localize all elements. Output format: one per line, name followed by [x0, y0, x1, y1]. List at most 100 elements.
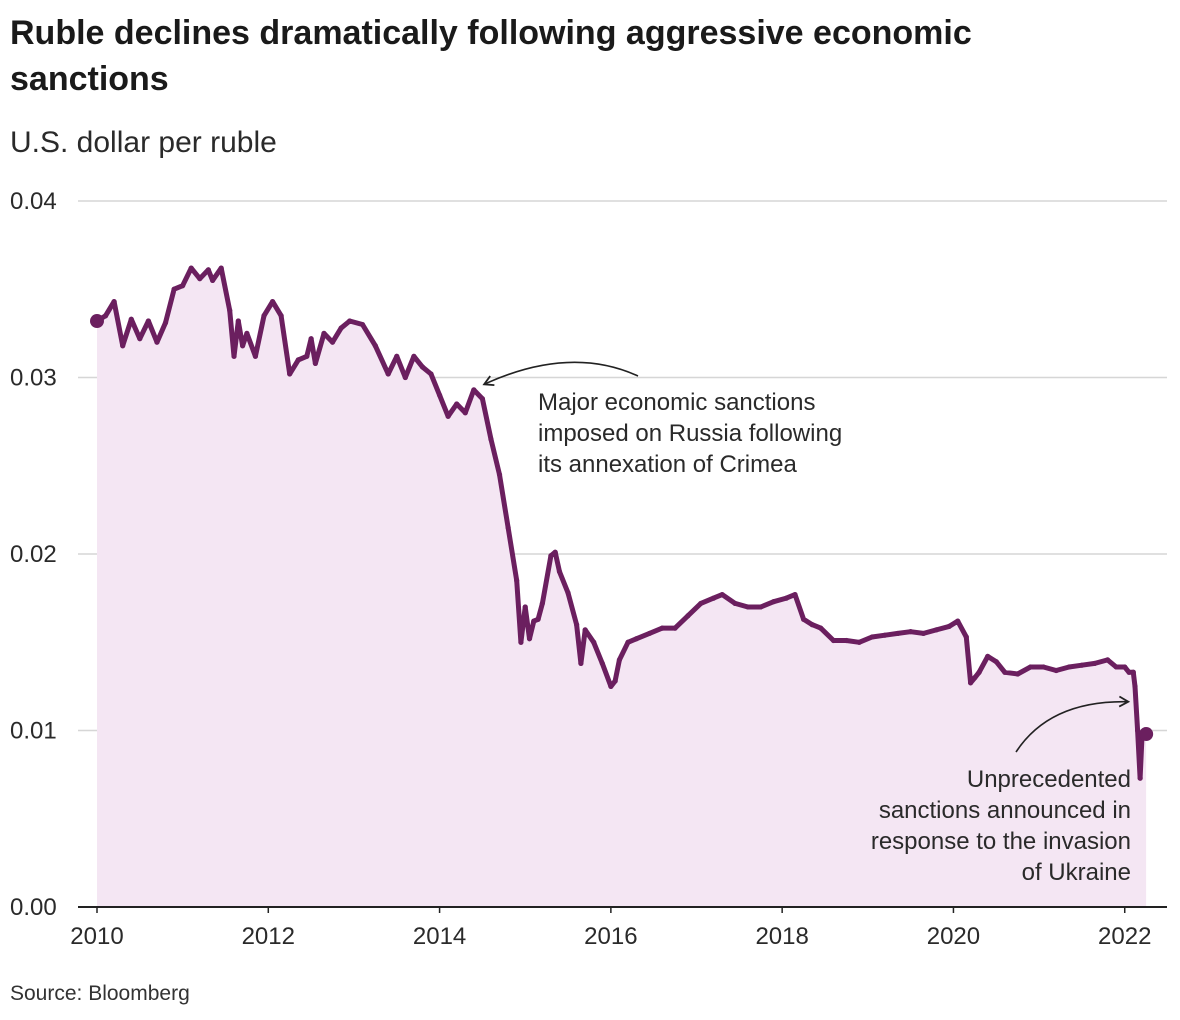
data-point — [993, 659, 999, 665]
line-layer — [90, 265, 1154, 781]
annotation-layer: Major economic sanctions imposed on Russi… — [482, 361, 1131, 886]
data-point — [633, 636, 640, 642]
data-point — [514, 577, 520, 584]
data-point — [180, 283, 186, 289]
data-point — [1066, 664, 1072, 670]
annotation-text-crimea: its annexation of Crimea — [538, 451, 797, 478]
chart-title: Ruble declines dramatically following ag… — [10, 14, 972, 98]
data-point — [1079, 662, 1085, 668]
data-point — [659, 625, 665, 631]
data-point — [338, 325, 344, 331]
data-point — [304, 353, 310, 359]
data-point — [137, 336, 143, 342]
data-point — [556, 569, 563, 575]
data-point — [531, 618, 537, 624]
data-point — [120, 343, 126, 349]
data-point — [227, 307, 233, 314]
area-fill — [97, 268, 1147, 908]
data-point — [985, 653, 991, 659]
data-point — [972, 674, 978, 681]
data-point — [616, 657, 623, 663]
data-point — [719, 591, 725, 598]
data-point — [783, 595, 790, 601]
x-tick-label: 2012 — [242, 923, 295, 950]
data-point — [1092, 660, 1098, 667]
data-point — [770, 599, 777, 605]
data-point — [235, 318, 241, 324]
data-point — [295, 357, 301, 363]
data-point — [329, 339, 336, 345]
annotation-text-ukraine: of Ukraine — [1022, 859, 1131, 886]
data-point — [312, 360, 318, 366]
data-point — [205, 267, 211, 273]
data-point — [608, 683, 614, 689]
annotation-text-ukraine: response to the invasion — [871, 828, 1131, 855]
data-point — [1027, 664, 1034, 670]
data-point — [505, 524, 511, 531]
data-point — [145, 318, 151, 324]
x-tick-label: 2016 — [584, 923, 637, 950]
data-point — [1134, 727, 1141, 734]
x-tick-label: 2010 — [70, 923, 123, 950]
data-point — [539, 600, 545, 607]
data-point — [471, 387, 477, 393]
data-point — [612, 678, 618, 684]
data-point — [462, 410, 468, 416]
data-point — [454, 401, 460, 407]
data-point — [488, 436, 494, 442]
data-point — [411, 353, 417, 359]
data-point — [252, 353, 259, 359]
annotation-text-crimea: imposed on Russia following — [538, 420, 842, 447]
data-point — [1053, 667, 1059, 674]
y-tick-label: 0.01 — [10, 718, 57, 745]
data-point — [574, 622, 580, 628]
data-point — [372, 343, 378, 349]
data-point — [261, 313, 267, 319]
data-point — [111, 299, 117, 305]
data-point — [1130, 669, 1136, 675]
data-point — [1002, 669, 1008, 675]
data-point — [599, 660, 605, 667]
data-point — [244, 330, 250, 336]
data-point — [518, 639, 524, 645]
chart-subtitle: U.S. dollar per ruble — [10, 126, 277, 159]
y-tick-label: 0.03 — [10, 365, 57, 392]
data-point — [278, 313, 284, 319]
data-point — [800, 616, 807, 622]
data-point — [1122, 664, 1128, 670]
data-point — [758, 604, 764, 610]
data-point — [394, 353, 400, 359]
data-point — [526, 636, 533, 642]
data-point — [933, 627, 939, 633]
data-point — [869, 634, 875, 640]
data-point — [218, 265, 224, 271]
data-point — [1105, 657, 1111, 663]
x-tick-label: 2020 — [927, 923, 980, 950]
data-point — [818, 625, 824, 631]
axis-layer: 0.00 0.01 0.02 0.03 0.04 2010 2012 2014 2016 2018… — [10, 188, 1167, 950]
data-point — [809, 622, 815, 628]
data-point — [1015, 671, 1021, 677]
data-point — [419, 364, 426, 370]
data-point — [882, 632, 888, 638]
annotation-text-ukraine: sanctions announced in — [879, 797, 1131, 824]
annotation-arrow-ukraine — [1015, 695, 1131, 753]
data-point — [963, 634, 969, 640]
endpoint-marker — [1139, 727, 1154, 742]
data-point — [578, 660, 584, 667]
data-point — [548, 553, 554, 559]
data-point — [359, 321, 366, 328]
data-point — [908, 629, 914, 635]
data-point — [496, 471, 503, 478]
data-point — [843, 637, 849, 644]
data-point — [672, 625, 678, 631]
data-point — [582, 627, 588, 633]
source-note: Source: Bloomberg — [10, 982, 190, 1005]
data-point — [308, 336, 314, 342]
y-tick-label: 0.02 — [10, 541, 57, 568]
data-point — [210, 277, 216, 284]
data-point — [1137, 775, 1143, 781]
data-point — [479, 396, 485, 402]
data-point — [287, 371, 293, 377]
data-point — [946, 623, 952, 629]
